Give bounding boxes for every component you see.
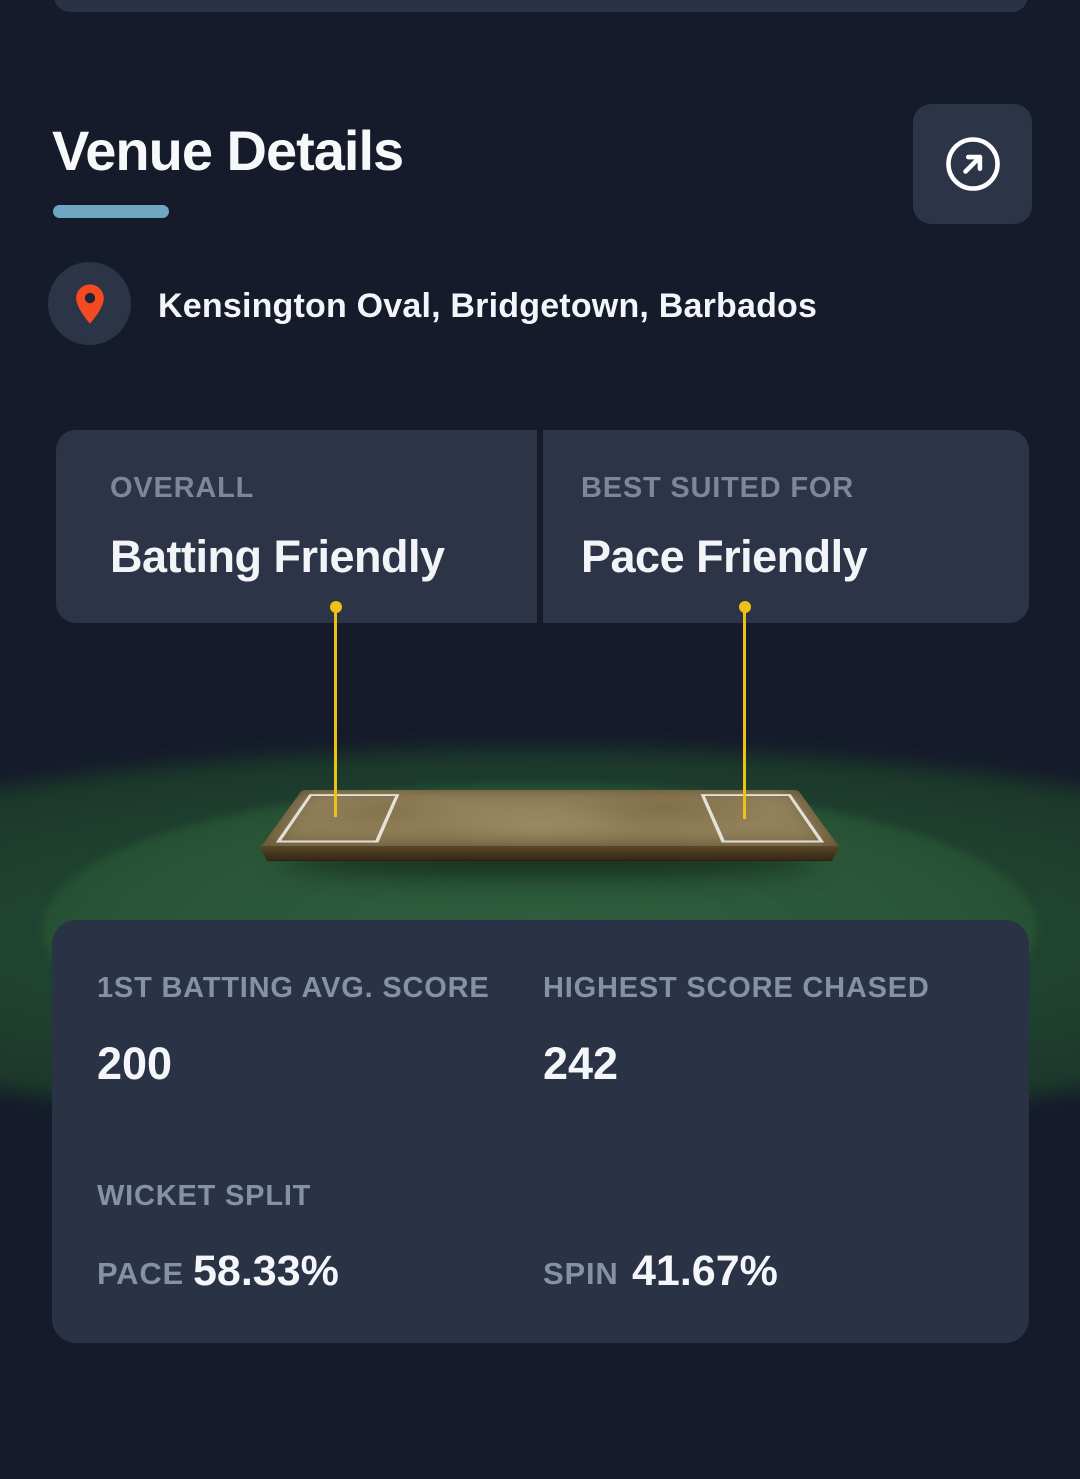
venue-name: Kensington Oval, Bridgetown, Barbados [158,287,818,325]
pace-value: 58.33% [193,1247,339,1295]
pitch-right-crease-markings [700,794,825,843]
wicket-split-title: WICKET SPLIT [97,1180,312,1212]
best-suited-label: BEST SUITED FOR [581,472,855,504]
pace-label: PACE [97,1256,185,1291]
overall-value: Batting Friendly [110,531,445,582]
overall-label: OVERALL [110,472,255,504]
spin-value: 41.67% [632,1247,778,1295]
highest-chased-value: 242 [543,1038,619,1089]
pitch-front-edge [259,846,840,861]
spin-label: SPIN [543,1256,619,1291]
best-suited-card: BEST SUITED FOR Pace Friendly [543,430,1029,623]
page-title: Venue Details [52,119,404,182]
location-pin-badge [48,262,131,345]
previous-card-edge [54,0,1028,12]
best-suited-pointer-line [743,607,746,819]
first-batting-avg-label: 1ST BATTING AVG. SCORE [97,972,490,1004]
venue-stats-card: 1ST BATTING AVG. SCORE HIGHEST SCORE CHA… [52,920,1029,1343]
open-external-button[interactable] [913,104,1032,224]
title-accent-underline [53,205,169,218]
cricket-pitch-illustration [260,790,840,848]
first-batting-avg-value: 200 [97,1038,173,1089]
best-suited-value: Pace Friendly [581,531,868,582]
external-link-circle-arrow-icon [941,132,1005,196]
overall-condition-card: OVERALL Batting Friendly [56,430,537,623]
map-pin-icon [67,281,113,327]
overall-pointer-line [334,607,337,817]
highest-chased-label: HIGHEST SCORE CHASED [543,972,930,1004]
pitch-left-crease-markings [275,794,400,843]
